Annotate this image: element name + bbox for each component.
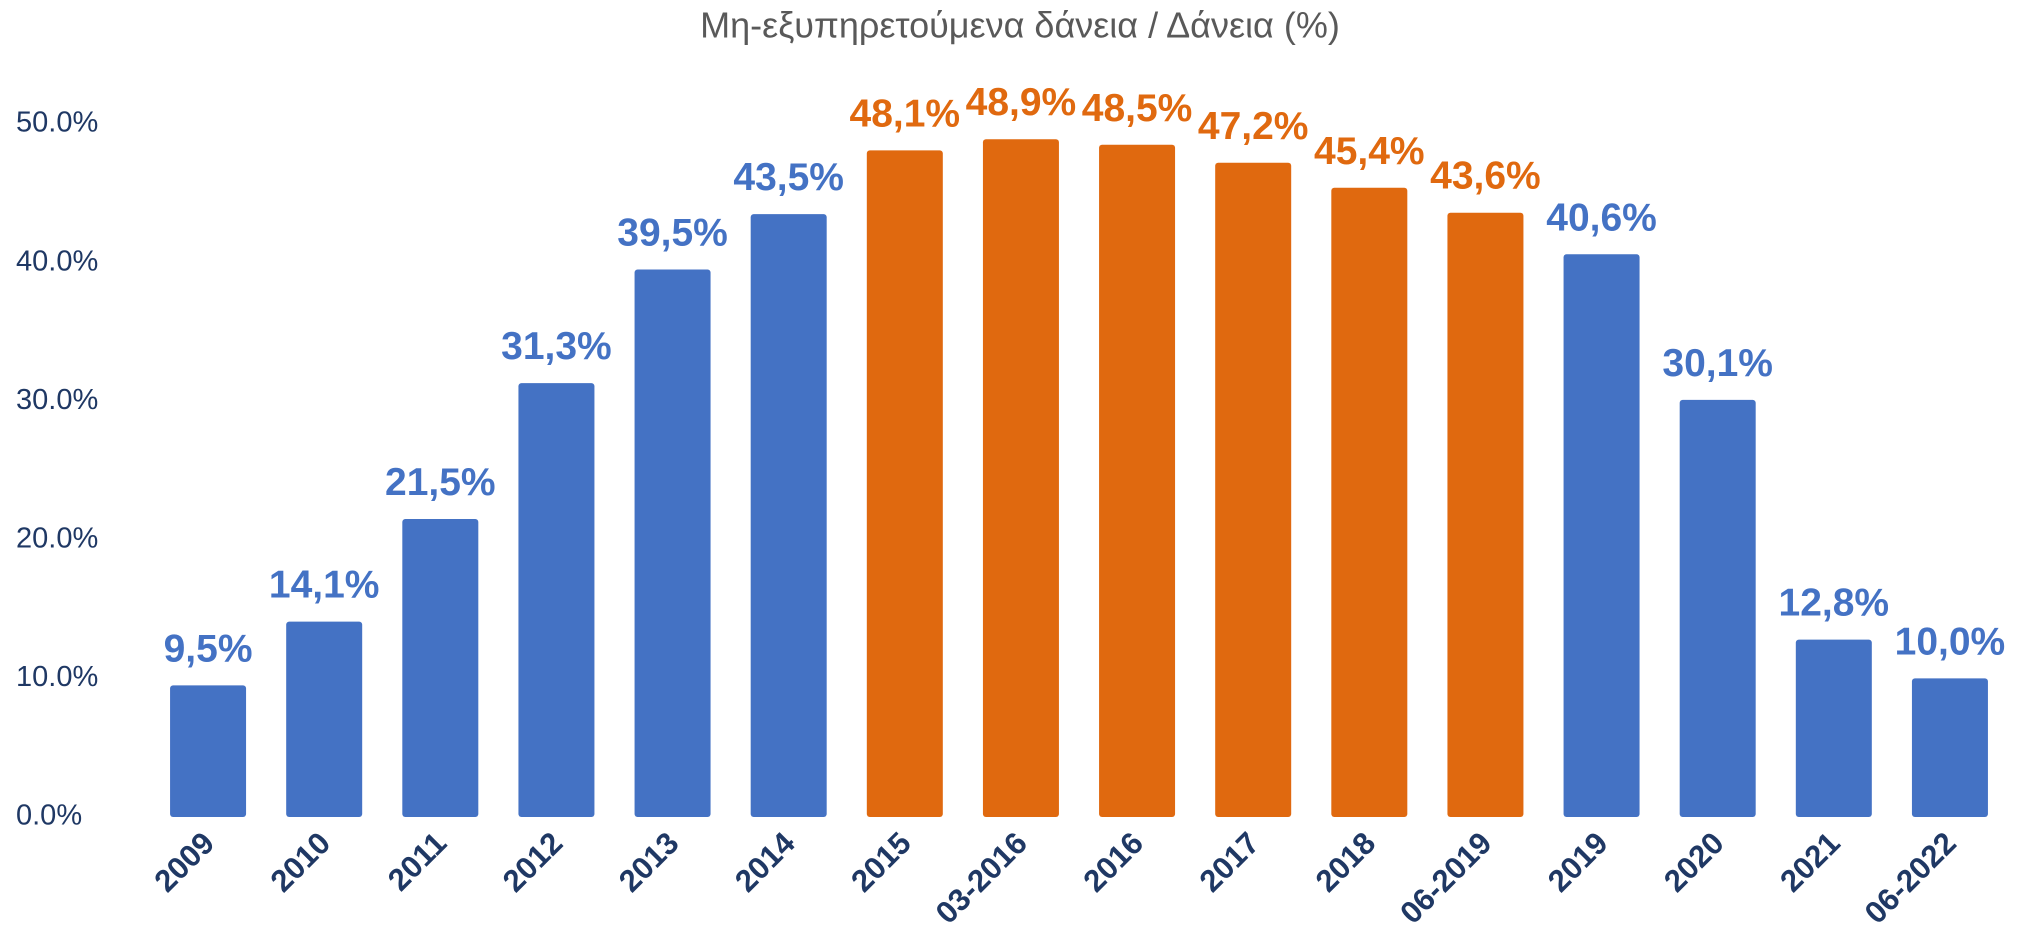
value-label: 31,3% bbox=[501, 325, 612, 368]
y-tick-label: 30.0% bbox=[16, 384, 98, 416]
value-label: 48,9% bbox=[966, 81, 1077, 124]
value-label: 45,4% bbox=[1314, 130, 1425, 173]
bar bbox=[1331, 187, 1408, 818]
x-tick-label: 2018 bbox=[1309, 825, 1383, 899]
bar bbox=[1795, 639, 1872, 817]
x-tick-label: 06-2022 bbox=[1858, 825, 1963, 930]
value-label: 21,5% bbox=[385, 461, 496, 504]
bar bbox=[982, 139, 1059, 818]
value-label: 43,6% bbox=[1430, 155, 1541, 198]
x-tick-label: 2009 bbox=[147, 825, 221, 899]
bar bbox=[170, 685, 247, 817]
value-label: 48,5% bbox=[1082, 87, 1193, 130]
x-tick-label: 2012 bbox=[496, 825, 570, 899]
y-tick-label: 0.0% bbox=[16, 800, 82, 832]
x-tick-label: 06-2019 bbox=[1393, 825, 1498, 930]
bar bbox=[750, 214, 827, 818]
x-tick-label: 2016 bbox=[1076, 825, 1150, 899]
x-tick-label: 2015 bbox=[844, 825, 918, 899]
x-tick-label: 2010 bbox=[264, 825, 338, 899]
bar bbox=[402, 519, 479, 817]
value-label: 39,5% bbox=[617, 212, 728, 255]
bar bbox=[1099, 144, 1176, 818]
bar bbox=[286, 621, 363, 817]
value-label: 30,1% bbox=[1662, 342, 1773, 385]
value-label: 47,2% bbox=[1198, 105, 1309, 148]
y-tick-label: 40.0% bbox=[16, 245, 98, 277]
x-tick-label: 2020 bbox=[1657, 825, 1731, 899]
bar bbox=[634, 269, 711, 817]
x-tick-label: 2011 bbox=[381, 825, 453, 897]
bar bbox=[1447, 212, 1524, 818]
x-tick-label: 2014 bbox=[728, 825, 802, 899]
x-tick-label: 2021 bbox=[1773, 825, 1847, 899]
bar bbox=[866, 150, 943, 818]
value-label: 9,5% bbox=[164, 627, 253, 670]
bar bbox=[1215, 162, 1292, 818]
value-label: 10,0% bbox=[1895, 620, 2006, 663]
x-tick-label: 2013 bbox=[612, 825, 686, 899]
x-tick-label: 03-2016 bbox=[929, 825, 1034, 930]
value-label: 48,1% bbox=[850, 92, 961, 135]
value-label: 12,8% bbox=[1779, 582, 1890, 625]
chart-title: Μη-εξυπηρετούμενα δάνεια / Δάνεια (%) bbox=[700, 5, 1340, 46]
value-label: 40,6% bbox=[1546, 196, 1657, 239]
y-tick-label: 20.0% bbox=[16, 522, 98, 554]
bar bbox=[1679, 399, 1756, 817]
bar bbox=[1563, 254, 1640, 817]
value-label: 14,1% bbox=[269, 564, 380, 607]
y-tick-label: 50.0% bbox=[16, 107, 98, 139]
y-tick-label: 10.0% bbox=[16, 661, 98, 693]
x-tick-label: 2017 bbox=[1193, 825, 1267, 899]
x-tick-label: 2019 bbox=[1541, 825, 1615, 899]
value-label: 43,5% bbox=[733, 156, 844, 199]
bar bbox=[518, 383, 595, 817]
bar bbox=[1911, 678, 1988, 817]
